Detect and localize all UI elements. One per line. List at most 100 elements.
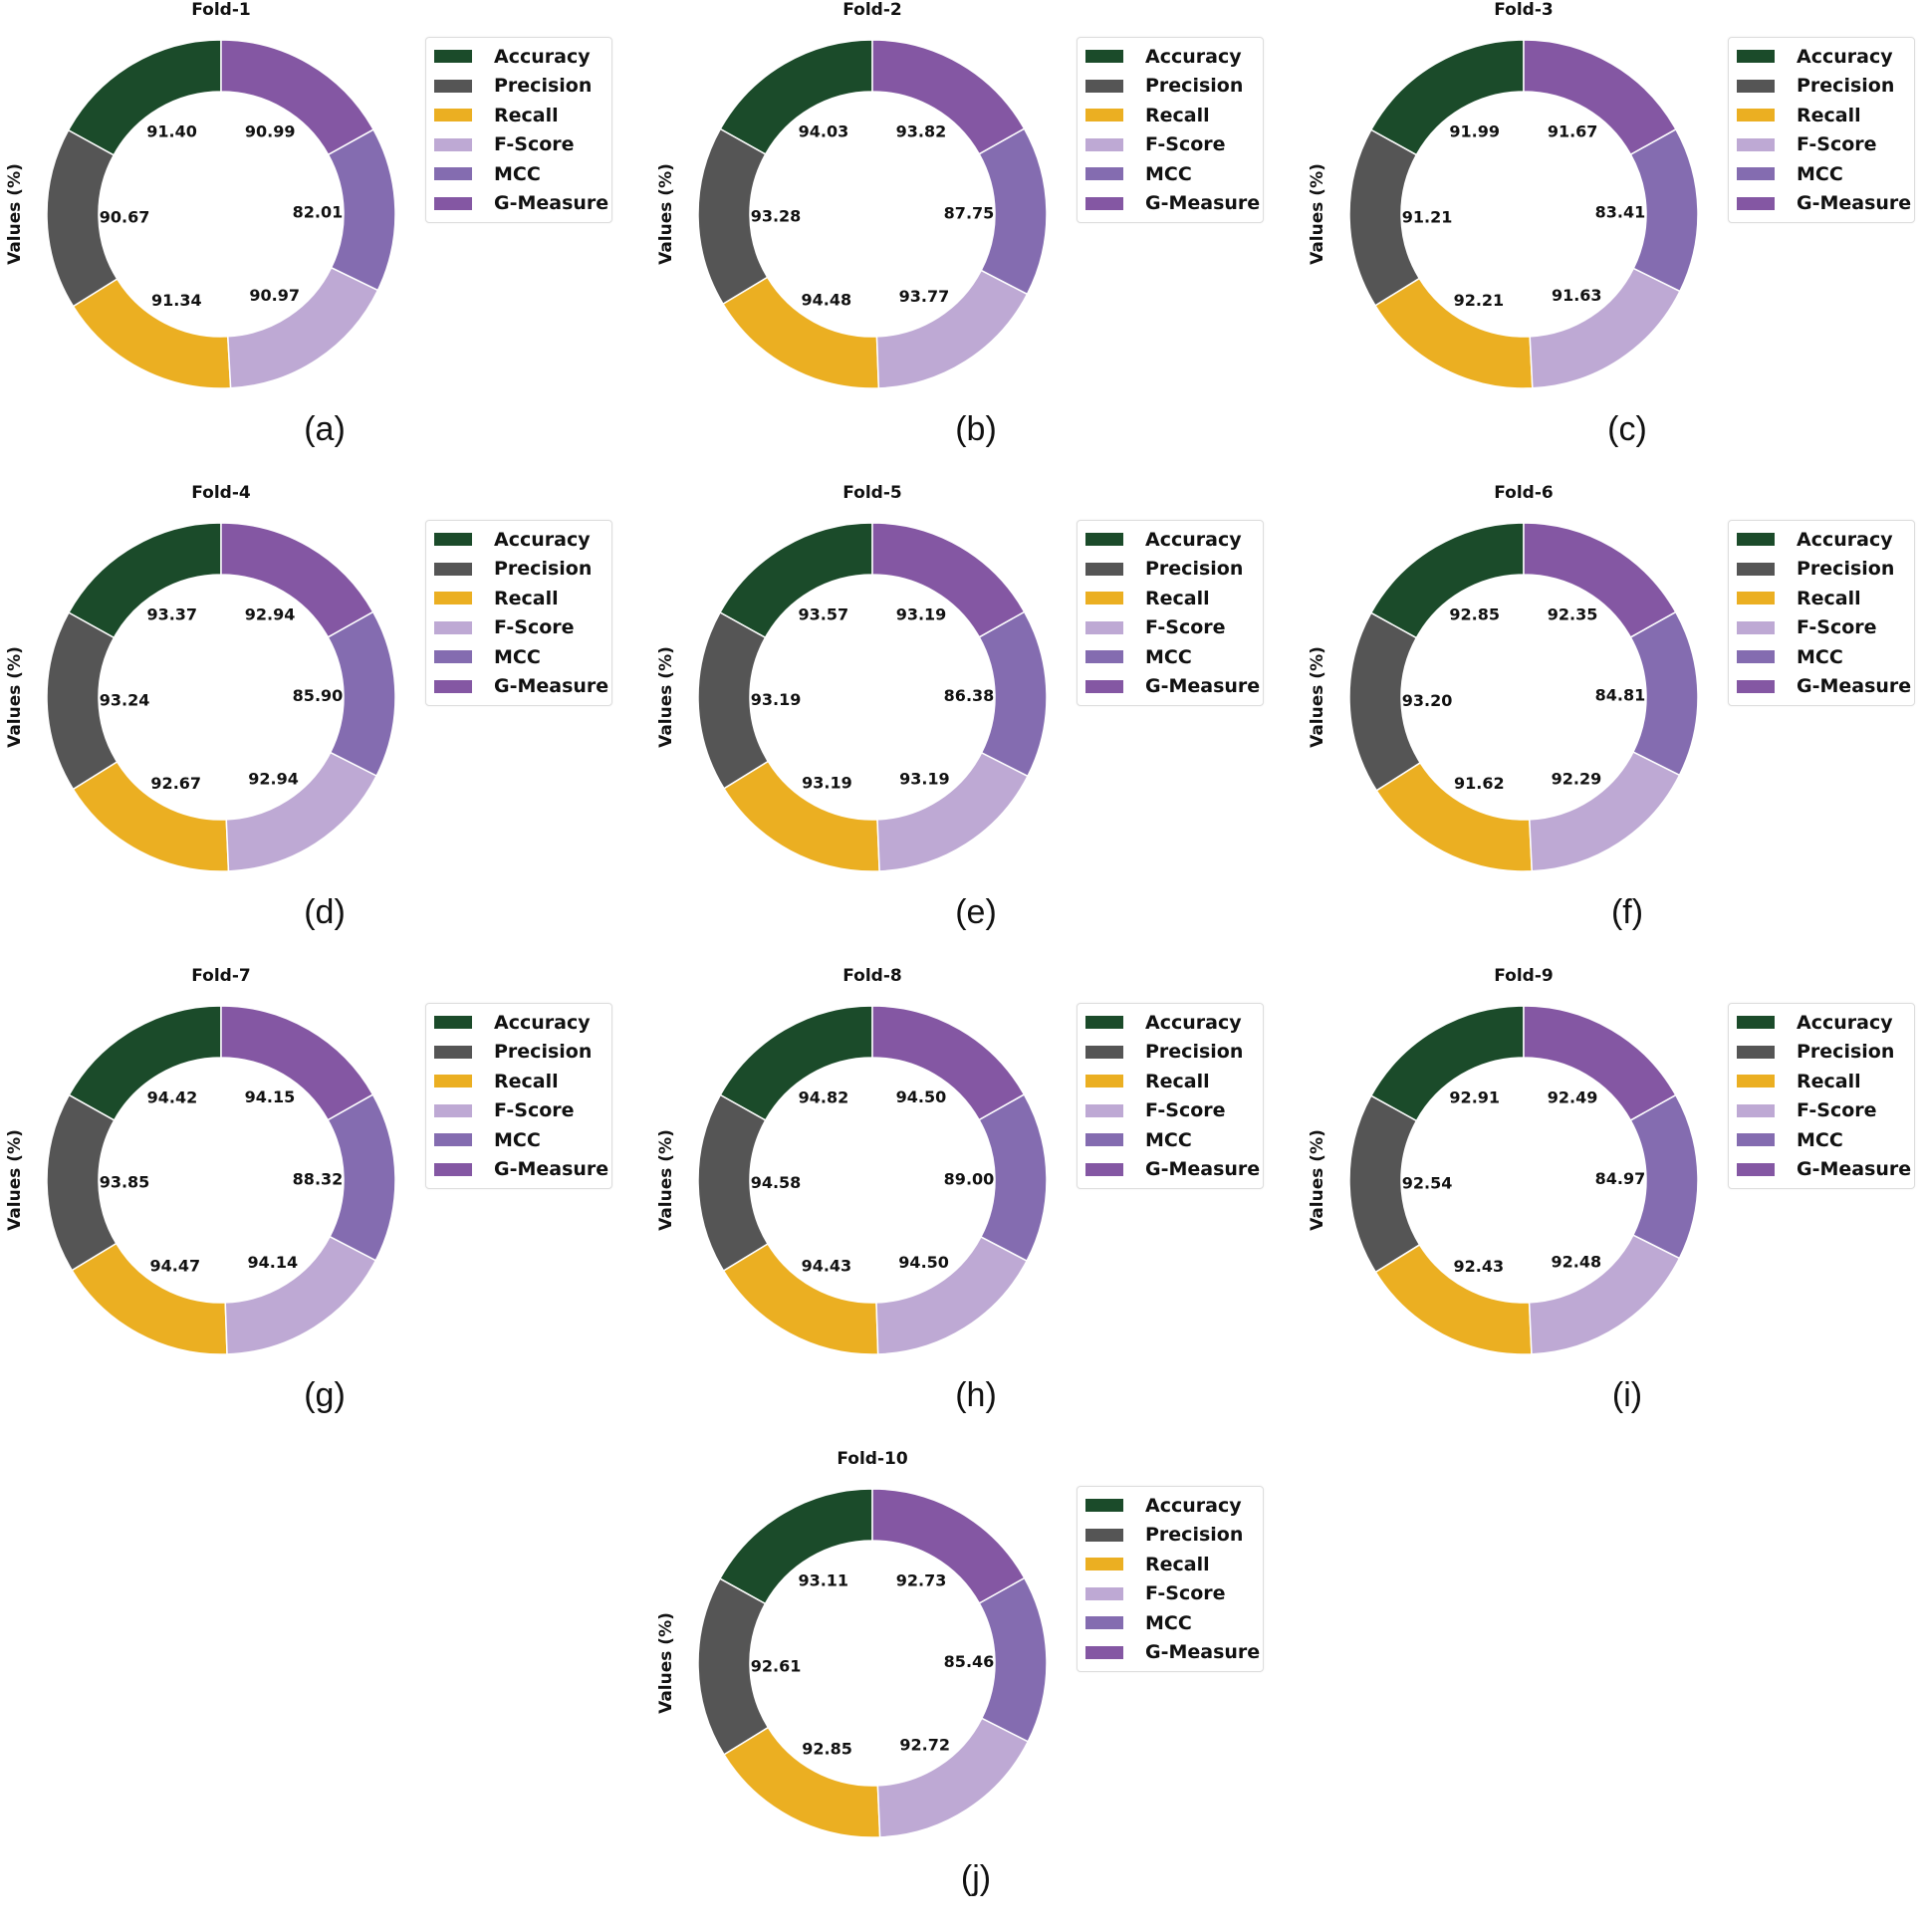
legend-swatch <box>434 1133 472 1147</box>
legend: Accuracy Precision Recall F-Score MCC G-Measu… <box>1077 37 1264 223</box>
panel-caption: (i) <box>1611 1376 1643 1414</box>
legend-swatch <box>1737 592 1775 605</box>
value-label: 94.50 <box>898 1253 949 1272</box>
value-label: 82.01 <box>293 202 344 221</box>
legend-swatch <box>1085 79 1123 93</box>
legend-label: Recall <box>494 1070 559 1092</box>
legend-label: F-Score <box>1145 133 1226 156</box>
chart-title: Fold-6 <box>1494 483 1554 503</box>
value-label: 93.24 <box>100 690 150 709</box>
donut-chart: 94.42 93.85 94.47 94.14 88.32 94.15 <box>46 1005 396 1355</box>
slice-accuracy <box>1369 39 1525 156</box>
donut-chart: 92.85 93.20 91.62 92.29 84.81 92.35 <box>1348 522 1699 872</box>
legend-label: Recall <box>1145 1070 1210 1092</box>
value-label: 91.67 <box>1548 121 1598 140</box>
legend-swatch <box>1085 533 1123 547</box>
legend-label: Precision <box>1145 558 1244 581</box>
legend-item: F-Score <box>426 1096 611 1126</box>
value-label: 92.29 <box>1552 769 1602 788</box>
slice-g-measure <box>220 522 374 638</box>
donut-chart: 94.82 94.58 94.43 94.50 89.00 94.50 <box>697 1005 1048 1355</box>
legend-swatch <box>434 137 472 151</box>
legend-label: F-Score <box>1145 1582 1226 1605</box>
slice-g-measure <box>871 1488 1026 1604</box>
legend-item: MCC <box>1078 1608 1263 1638</box>
legend-item: F-Score <box>1729 1096 1914 1126</box>
legend-label: MCC <box>1145 162 1192 185</box>
legend-swatch <box>1737 679 1775 693</box>
legend-swatch <box>434 592 472 605</box>
legend-label: G-Measure <box>494 192 609 215</box>
legend-swatch <box>1737 1045 1775 1059</box>
value-label: 88.32 <box>293 1169 344 1188</box>
legend-label: Accuracy <box>1797 45 1893 68</box>
value-label: 91.40 <box>146 122 197 141</box>
donut-panel-3: Fold-3 Values (%) 91.99 91.21 92.21 91.63 83.4… <box>1303 0 1921 483</box>
legend-label: MCC <box>1797 645 1843 668</box>
legend-label: F-Score <box>1145 616 1226 639</box>
value-label: 92.94 <box>245 604 296 623</box>
slice-accuracy <box>67 522 222 639</box>
legend-label: MCC <box>1797 162 1843 185</box>
legend: Accuracy Precision Recall F-Score MCC G-Measu… <box>425 37 612 223</box>
legend-item: F-Score <box>1729 130 1914 160</box>
legend-item: Precision <box>1078 1038 1263 1068</box>
value-label: 94.47 <box>150 1256 201 1275</box>
slice-accuracy <box>68 1005 222 1121</box>
legend: Accuracy Precision Recall F-Score MCC G-Measu… <box>1077 520 1264 706</box>
legend-item: F-Score <box>1729 613 1914 643</box>
value-label: 90.99 <box>245 121 296 140</box>
legend-label: Precision <box>494 75 593 98</box>
legend-label: F-Score <box>494 616 575 639</box>
legend-item: Precision <box>426 72 611 102</box>
donut-chart: 91.40 90.67 91.34 90.97 82.01 90.99 <box>46 39 396 389</box>
slice-g-measure <box>1523 1005 1677 1121</box>
slice-accuracy <box>719 1005 873 1121</box>
chart-title: Fold-1 <box>191 0 251 20</box>
legend-swatch <box>1085 137 1123 151</box>
slice-accuracy <box>1369 522 1525 639</box>
value-label: 93.85 <box>100 1173 150 1192</box>
slice-accuracy <box>67 39 222 156</box>
slice-accuracy <box>1369 1005 1525 1122</box>
legend-swatch <box>1085 1645 1123 1659</box>
legend-item: F-Score <box>426 130 611 160</box>
legend-label: F-Score <box>1797 616 1877 639</box>
value-label: 92.43 <box>1454 1257 1505 1276</box>
legend-label: Recall <box>1797 587 1861 609</box>
legend-swatch <box>1085 167 1123 181</box>
legend-item: MCC <box>1729 642 1914 672</box>
value-label: 92.85 <box>802 1740 852 1759</box>
value-label: 93.77 <box>899 287 950 306</box>
legend-swatch <box>434 1045 472 1059</box>
value-label: 93.37 <box>146 604 197 623</box>
legend-label: Precision <box>1797 1041 1895 1064</box>
slice-g-measure <box>220 39 375 156</box>
legend-label: Recall <box>1797 104 1861 126</box>
value-label: 92.48 <box>1552 1252 1602 1271</box>
donut-panel-9: Fold-9 Values (%) 92.91 92.54 92.43 92.48 84.9… <box>1303 966 1921 1449</box>
value-label: 84.97 <box>1595 1169 1646 1188</box>
legend-swatch <box>1737 167 1775 181</box>
value-label: 90.97 <box>249 286 300 305</box>
slice-accuracy <box>719 522 873 639</box>
legend-item: MCC <box>1078 1125 1263 1155</box>
legend-label: MCC <box>494 645 541 668</box>
legend-label: Precision <box>494 1041 593 1064</box>
chart-title: Fold-4 <box>191 483 251 503</box>
legend-item: Recall <box>426 584 611 613</box>
legend-item: MCC <box>426 1125 611 1155</box>
legend-label: G-Measure <box>1797 192 1912 215</box>
value-label: 91.34 <box>151 291 202 310</box>
legend-item: Precision <box>426 1038 611 1068</box>
legend-swatch <box>434 679 472 693</box>
value-label: 91.62 <box>1454 774 1505 793</box>
legend-item: Accuracy <box>1078 525 1263 555</box>
slice-g-measure <box>871 39 1026 155</box>
panel-caption: (b) <box>955 410 997 448</box>
legend-swatch <box>1085 1103 1123 1117</box>
legend-item: Precision <box>1078 1521 1263 1551</box>
value-label: 92.67 <box>150 774 201 793</box>
legend-label: Accuracy <box>1145 528 1242 551</box>
legend-swatch <box>434 109 472 122</box>
